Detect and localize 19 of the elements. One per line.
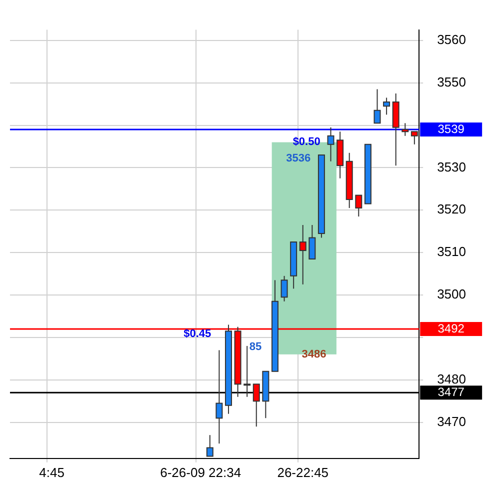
y-tick-label: 3550	[437, 74, 466, 90]
annotation: $0.50	[292, 136, 320, 148]
y-tick-label: 3530	[437, 159, 466, 174]
y-tick-label: 3520	[437, 202, 466, 217]
y-tick-label: 3560	[437, 32, 466, 47]
x-tick-label: 4:45	[39, 464, 64, 480]
y-tick-label: 3480	[437, 371, 466, 386]
annotation: 3536	[286, 152, 311, 164]
annotation: $0.45	[184, 328, 212, 340]
annotation: 3486	[302, 348, 326, 360]
y-tick-label: 3500	[437, 286, 466, 302]
ref-line-label: 3477	[438, 384, 465, 399]
y-tick-label: 3510	[437, 244, 466, 260]
x-tick-label: 6-26-09 22:34	[160, 464, 242, 480]
annotation: 85	[249, 340, 262, 353]
ref-line-label: 3539	[438, 122, 465, 136]
ref-line-label: 3492	[438, 321, 465, 336]
y-tick-label: 3470	[437, 414, 466, 429]
x-tick-label: 26-22:45	[277, 464, 329, 480]
